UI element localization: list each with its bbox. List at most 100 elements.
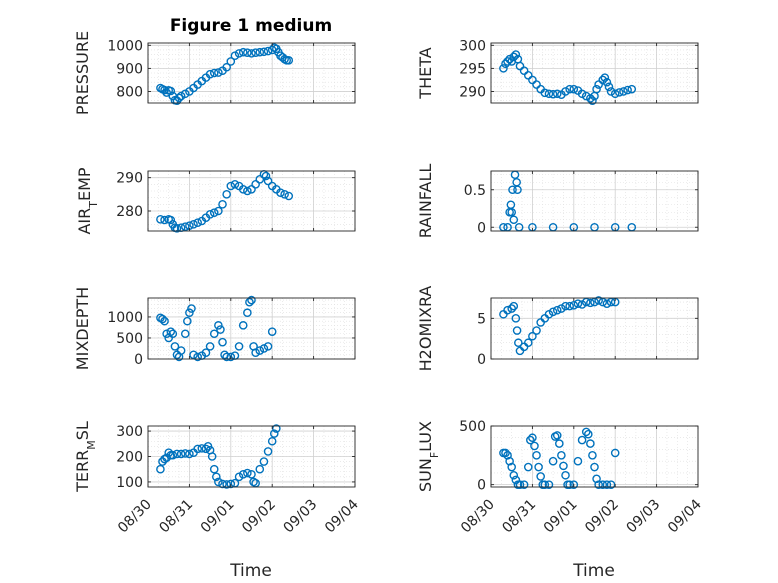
- data-point: [272, 424, 281, 433]
- data-point: [602, 299, 612, 308]
- y-tick-label: 5: [477, 311, 486, 327]
- data-point: [503, 305, 512, 315]
- data-point: [540, 480, 550, 489]
- data-point: [259, 457, 269, 466]
- y-axis-label: MIXDEPTH: [73, 287, 92, 370]
- data-point: [216, 325, 225, 334]
- y-tick-label: 1000: [107, 310, 143, 326]
- data-point: [515, 480, 525, 489]
- data-point: [544, 89, 554, 99]
- data-point: [218, 337, 227, 347]
- x-axis-label-left: Time: [229, 561, 272, 581]
- data-point: [205, 342, 215, 351]
- data-point: [598, 297, 608, 307]
- data-point: [581, 297, 591, 307]
- data-point: [526, 435, 535, 445]
- data-point: [503, 451, 512, 460]
- y-axis-label: AIRTEMP: [75, 167, 100, 234]
- data-point: [513, 185, 522, 195]
- data-point: [261, 171, 271, 181]
- data-point: [569, 480, 579, 489]
- data-point: [251, 348, 260, 357]
- data-point: [284, 56, 294, 65]
- y-tick-label: 500: [116, 331, 143, 347]
- y-tick-label: 0: [134, 352, 143, 368]
- data-point: [185, 449, 194, 459]
- data-point: [561, 87, 570, 96]
- x-tick-label: 09/04: [322, 496, 362, 536]
- data-point: [222, 352, 231, 362]
- data-point: [602, 77, 612, 87]
- data-point: [160, 215, 169, 225]
- data-point: [594, 296, 603, 305]
- y-tick-label: 0: [477, 220, 486, 236]
- x-tick-label: 09/04: [665, 496, 705, 536]
- data-point: [168, 329, 178, 339]
- series-points: [156, 295, 277, 362]
- y-tick-label: 200: [116, 450, 143, 466]
- y-axis-label: PRESSURE: [73, 31, 92, 115]
- data-point: [602, 480, 612, 489]
- data-point: [185, 308, 194, 318]
- data-point: [238, 185, 248, 194]
- y-tick-label: 290: [459, 84, 486, 100]
- data-point: [189, 350, 198, 360]
- data-point: [251, 180, 260, 189]
- data-point: [528, 331, 537, 341]
- data-point: [209, 68, 219, 78]
- data-point: [581, 91, 591, 101]
- subplot-7: 100 200 300 TERRMSL: [73, 421, 356, 493]
- data-point: [507, 304, 517, 313]
- data-point: [222, 190, 231, 199]
- data-point: [162, 88, 171, 97]
- x-tick-label: 09/03: [281, 497, 321, 537]
- axes-box: [490, 42, 699, 104]
- data-point: [505, 54, 514, 64]
- data-point: [251, 48, 260, 57]
- data-point: [201, 348, 211, 357]
- data-point: [214, 68, 223, 77]
- series-points: [156, 170, 294, 233]
- y-tick-label: 800: [116, 84, 143, 100]
- data-point: [243, 186, 252, 196]
- data-point: [226, 57, 236, 66]
- data-point: [600, 73, 610, 82]
- data-point: [156, 215, 165, 224]
- x-tick-label: 09/02: [239, 497, 279, 537]
- data-point: [586, 94, 595, 103]
- data-point: [592, 474, 601, 484]
- data-point: [540, 88, 550, 98]
- series-points: [156, 43, 294, 105]
- x-axis-label-right: Time: [572, 561, 615, 581]
- data-point: [606, 480, 616, 489]
- y-tick-label: 300: [116, 424, 143, 440]
- figure-title: Figure 1 medium: [170, 16, 332, 36]
- data-point: [180, 329, 190, 339]
- subplot-3: 280 290 AIRTEMP: [75, 167, 356, 235]
- data-point: [214, 321, 223, 330]
- y-tick-label: 0: [477, 478, 486, 494]
- data-point: [226, 181, 236, 191]
- data-point: [193, 218, 202, 227]
- data-point: [501, 448, 510, 458]
- data-point: [263, 447, 273, 456]
- data-point: [573, 299, 583, 308]
- data-point: [214, 206, 223, 216]
- data-point: [172, 449, 182, 459]
- data-point: [205, 210, 215, 219]
- axes-box: [147, 42, 356, 104]
- data-point: [561, 301, 570, 311]
- data-point: [193, 444, 202, 454]
- y-axis-label: RAINFALL: [416, 164, 435, 239]
- y-tick-label: 0: [477, 352, 486, 368]
- data-point: [590, 297, 599, 307]
- subplot-8: 0 500 SUNFLUX: [416, 419, 699, 494]
- data-point: [604, 82, 614, 92]
- data-point: [180, 89, 190, 99]
- y-tick-label: 100: [116, 475, 143, 491]
- data-point: [507, 462, 517, 472]
- data-point: [193, 352, 202, 362]
- x-tick-label: 08/30: [458, 497, 498, 537]
- data-point: [552, 305, 562, 315]
- axes-box: [147, 297, 356, 360]
